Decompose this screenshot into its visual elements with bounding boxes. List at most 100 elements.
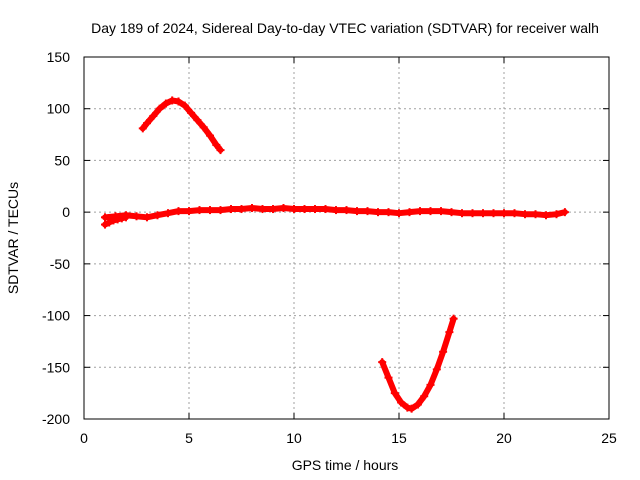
data-point <box>138 124 147 133</box>
data-point <box>458 209 466 218</box>
data-point <box>426 380 435 389</box>
data-point <box>193 116 202 125</box>
data-point <box>420 392 429 401</box>
data-point <box>117 214 126 223</box>
data-point <box>311 205 319 214</box>
data-point <box>321 205 330 214</box>
data-point <box>174 207 183 216</box>
data-point <box>155 104 164 113</box>
x-tick-label: 15 <box>391 430 407 446</box>
data-point <box>500 209 508 218</box>
data-point <box>168 96 177 105</box>
y-tick-label: 150 <box>47 49 71 65</box>
series-arc-negative <box>379 315 457 412</box>
data-point <box>122 213 130 222</box>
y-tick-label: 50 <box>54 152 70 168</box>
x-tick-label: 0 <box>80 430 88 446</box>
data-point <box>542 211 550 220</box>
y-tick-label: -200 <box>42 411 70 427</box>
data-point <box>489 209 498 218</box>
data-point <box>403 403 412 412</box>
data-point <box>447 208 456 217</box>
data-point <box>185 207 193 216</box>
axis-ticks: 0 5 10 15 20 25 -200 -150 -100 -50 0 50 100 150 <box>42 49 617 446</box>
data-point <box>143 213 151 222</box>
x-axis-label: GPS time / hours <box>292 457 399 473</box>
data-point <box>258 205 267 214</box>
data-point <box>374 208 382 217</box>
data-point <box>437 207 445 216</box>
data-point <box>384 208 393 217</box>
data-point <box>187 108 196 117</box>
data-point <box>180 101 189 110</box>
series-group <box>101 96 569 413</box>
data-point <box>143 119 151 128</box>
data-point <box>113 215 122 224</box>
data-point <box>468 209 477 218</box>
data-point <box>227 205 235 214</box>
y-tick-label: 100 <box>47 101 71 117</box>
data-point <box>390 389 399 398</box>
plot-frame <box>83 56 610 420</box>
data-point <box>449 314 458 323</box>
y-tick-label: -50 <box>50 256 70 272</box>
data-point <box>216 206 225 215</box>
data-point <box>378 358 387 367</box>
data-point <box>164 209 172 218</box>
x-tick-label: 5 <box>185 430 193 446</box>
data-point <box>300 205 309 214</box>
data-point <box>363 207 372 216</box>
data-point <box>479 209 487 218</box>
data-point <box>212 140 221 149</box>
chart-title: Day 189 of 2024, Sidereal Day-to-day VTE… <box>91 20 599 36</box>
data-point <box>199 123 208 132</box>
data-point <box>432 365 441 374</box>
data-point <box>413 400 422 409</box>
data-point <box>416 207 424 216</box>
data-point <box>101 220 109 229</box>
data-point <box>279 204 288 213</box>
data-point <box>395 209 403 218</box>
data-point <box>384 373 393 382</box>
data-point <box>342 206 351 215</box>
data-point <box>174 97 183 106</box>
data-point <box>552 210 561 219</box>
data-point <box>195 206 204 215</box>
data-point <box>206 131 214 140</box>
data-point <box>206 206 214 215</box>
data-point <box>161 99 170 108</box>
data-point <box>405 208 414 217</box>
data-point <box>510 209 519 218</box>
x-tick-label: 25 <box>601 430 617 446</box>
data-point <box>439 347 448 356</box>
data-point <box>105 218 114 227</box>
data-point <box>237 205 246 214</box>
data-point <box>101 213 109 222</box>
grid <box>84 57 609 419</box>
series-arc-positive <box>139 97 224 154</box>
data-point <box>132 212 141 221</box>
y-tick-label: 0 <box>62 204 70 220</box>
y-tick-label: -100 <box>42 308 70 324</box>
data-point <box>445 328 454 337</box>
x-tick-label: 20 <box>496 430 512 446</box>
data-point <box>149 111 158 120</box>
data-point <box>521 210 529 219</box>
data-point <box>109 216 118 225</box>
data-point <box>531 210 540 219</box>
data-point <box>397 398 406 407</box>
y-tick-label: -150 <box>42 359 70 375</box>
data-point <box>332 206 340 215</box>
data-point <box>216 146 225 155</box>
data-point <box>426 207 435 216</box>
data-point <box>407 404 416 413</box>
x-tick-label: 10 <box>286 430 302 446</box>
data-point <box>353 207 361 216</box>
y-axis-label: SDTVAR / TECUs <box>5 182 21 294</box>
data-point <box>560 208 569 217</box>
data-point <box>290 205 298 214</box>
data-point <box>248 204 256 213</box>
data-point <box>269 205 277 214</box>
data-point <box>153 211 162 220</box>
